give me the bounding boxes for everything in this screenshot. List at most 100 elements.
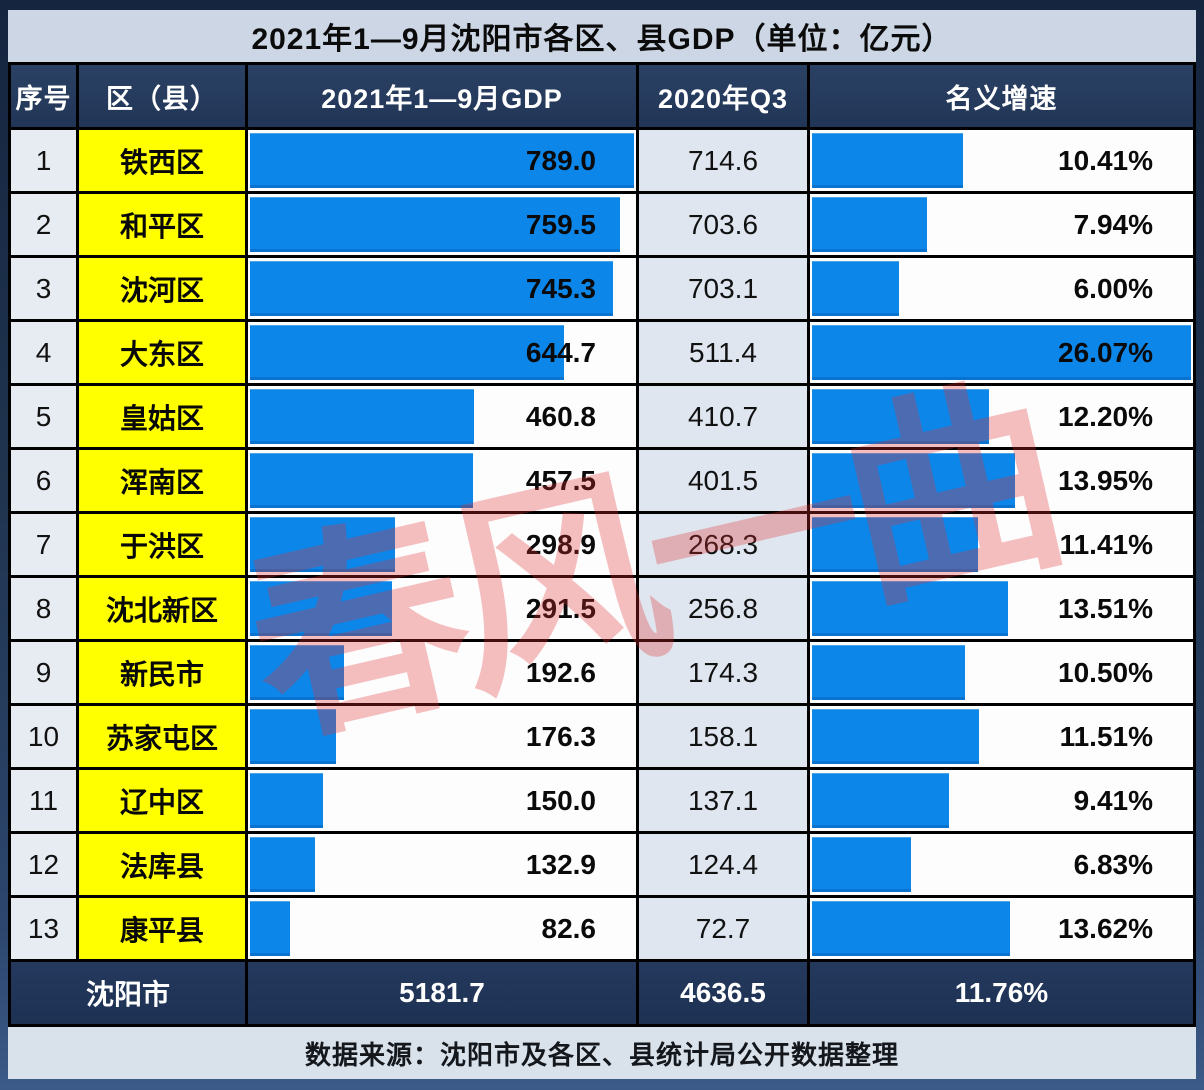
growth-cell: 12.20% — [810, 386, 1193, 447]
growth-cell: 13.62% — [810, 898, 1193, 959]
growth-cell: 11.41% — [810, 514, 1193, 575]
q3-value: 174.3 — [639, 642, 807, 703]
growth-bar — [812, 517, 978, 572]
gdp-cell: 150.0 — [248, 770, 636, 831]
gdp-bar — [250, 517, 396, 572]
growth-bar — [812, 453, 1015, 508]
gdp-cell: 132.9 — [248, 834, 636, 895]
row-index: 5 — [11, 386, 76, 447]
district-name: 和平区 — [79, 194, 245, 255]
gdp-value: 789.0 — [525, 144, 596, 176]
growth-value: 6.00% — [1073, 272, 1153, 304]
district-name: 苏家屯区 — [79, 706, 245, 767]
district-name: 浑南区 — [79, 450, 245, 511]
growth-bar-track — [812, 197, 1191, 252]
gdp-bar-track — [250, 197, 634, 252]
gdp-bar-track — [250, 773, 634, 828]
gdp-bar — [250, 133, 634, 188]
gdp-value: 457.5 — [525, 464, 596, 496]
row-index: 3 — [11, 258, 76, 319]
growth-bar — [812, 197, 928, 252]
growth-value: 13.51% — [1058, 592, 1153, 624]
growth-value: 11.41% — [1059, 528, 1153, 560]
growth-value: 13.62% — [1058, 912, 1153, 944]
row-index: 9 — [11, 642, 76, 703]
q3-value: 511.4 — [639, 322, 807, 383]
growth-value: 10.50% — [1058, 656, 1153, 688]
growth-cell: 11.51% — [810, 706, 1193, 767]
gdp-cell: 192.6 — [248, 642, 636, 703]
gdp-cell: 745.3 — [248, 258, 636, 319]
growth-value: 26.07% — [1058, 336, 1153, 368]
row-index: 12 — [11, 834, 76, 895]
growth-bar-track — [812, 901, 1191, 956]
total-gdp-value: 5181.7 — [248, 962, 636, 1024]
q3-value: 256.8 — [639, 578, 807, 639]
gdp-value: 132.9 — [525, 848, 596, 880]
q3-value: 703.1 — [639, 258, 807, 319]
growth-cell: 13.95% — [810, 450, 1193, 511]
total-growth-value: 11.76% — [810, 962, 1193, 1024]
q3-value: 137.1 — [639, 770, 807, 831]
gdp-bar-track — [250, 453, 634, 508]
page-title: 2021年1—9月沈阳市各区、县GDP（单位：亿元） — [8, 10, 1196, 62]
row-index: 1 — [11, 130, 76, 191]
row-index: 7 — [11, 514, 76, 575]
q3-value: 124.4 — [639, 834, 807, 895]
growth-bar — [812, 581, 1009, 636]
gdp-value: 460.8 — [525, 400, 596, 432]
growth-bar — [812, 133, 964, 188]
column-header-growth: 名义增速 — [810, 65, 1193, 127]
growth-bar — [812, 261, 900, 316]
growth-value: 10.41% — [1058, 144, 1153, 176]
district-name: 皇姑区 — [79, 386, 245, 447]
row-index: 10 — [11, 706, 76, 767]
gdp-bar-track — [250, 389, 634, 444]
growth-value: 6.83% — [1073, 848, 1153, 880]
growth-bar-track — [812, 581, 1191, 636]
growth-bar — [812, 389, 990, 444]
gdp-bar-track — [250, 901, 634, 956]
gdp-cell: 176.3 — [248, 706, 636, 767]
gdp-bar — [250, 325, 564, 380]
gdp-value: 192.6 — [525, 656, 596, 688]
gdp-bar-track — [250, 709, 634, 764]
growth-value: 7.94% — [1073, 208, 1153, 240]
gdp-cell: 82.6 — [248, 898, 636, 959]
q3-value: 401.5 — [639, 450, 807, 511]
gdp-bar-track — [250, 645, 634, 700]
growth-cell: 7.94% — [810, 194, 1193, 255]
column-header-district: 区（县） — [79, 65, 245, 127]
gdp-bar-track — [250, 325, 634, 380]
growth-value: 12.20% — [1058, 400, 1153, 432]
row-index: 11 — [11, 770, 76, 831]
gdp-bar-track — [250, 517, 634, 572]
gdp-value: 82.6 — [541, 912, 597, 944]
gdp-value: 759.5 — [525, 208, 596, 240]
total-label: 沈阳市 — [11, 962, 245, 1024]
growth-bar-track — [812, 453, 1191, 508]
district-name: 法库县 — [79, 834, 245, 895]
column-header-gdp: 2021年1—9月GDP — [248, 65, 636, 127]
district-name: 辽中区 — [79, 770, 245, 831]
gdp-bar — [250, 709, 336, 764]
growth-bar-track — [812, 645, 1191, 700]
q3-value: 158.1 — [639, 706, 807, 767]
gdp-cell: 644.7 — [248, 322, 636, 383]
gdp-cell: 291.5 — [248, 578, 636, 639]
total-q3-value: 4636.5 — [639, 962, 807, 1024]
growth-bar — [812, 325, 1191, 380]
district-name: 铁西区 — [79, 130, 245, 191]
gdp-cell: 789.0 — [248, 130, 636, 191]
gdp-table: 序号 区（县） 2021年1—9月GDP 2020年Q3 名义增速 1 铁西区 … — [8, 62, 1196, 1027]
q3-value: 714.6 — [639, 130, 807, 191]
district-name: 大东区 — [79, 322, 245, 383]
gdp-bar — [250, 389, 475, 444]
gdp-bar-track — [250, 581, 634, 636]
growth-bar-track — [812, 517, 1191, 572]
growth-cell: 6.00% — [810, 258, 1193, 319]
gdp-cell: 759.5 — [248, 194, 636, 255]
growth-cell: 9.41% — [810, 770, 1193, 831]
row-index: 4 — [11, 322, 76, 383]
q3-value: 268.3 — [639, 514, 807, 575]
